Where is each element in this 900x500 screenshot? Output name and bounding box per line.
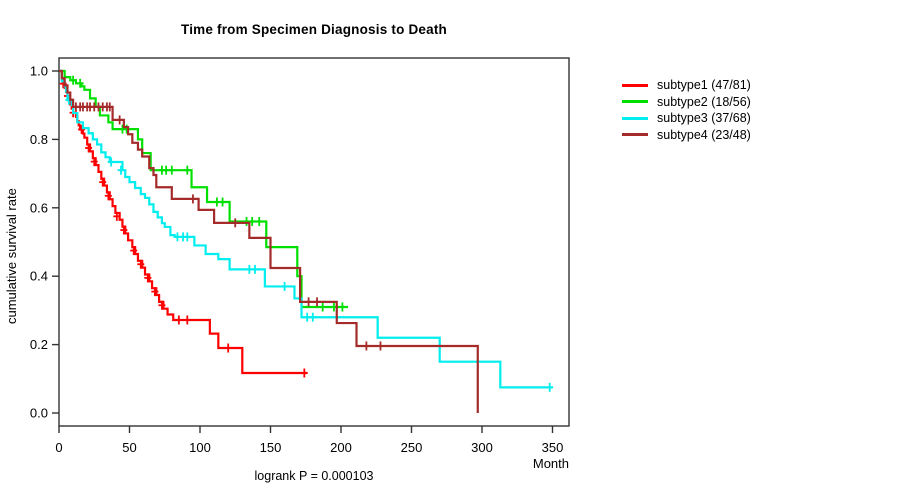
legend-item: subtype2 (18/56) (622, 94, 751, 111)
x-axis-label: Month (532, 456, 569, 471)
chart-title: Time from Specimen Diagnosis to Death (181, 22, 447, 37)
legend-color-line (622, 83, 648, 87)
svg-text:0.8: 0.8 (30, 132, 48, 147)
legend-color-line (622, 100, 648, 104)
legend-item: subtype1 (47/81) (622, 77, 751, 94)
svg-text:0.2: 0.2 (30, 337, 48, 352)
svg-text:1.0: 1.0 (30, 64, 48, 79)
svg-text:150: 150 (260, 440, 282, 455)
svg-text:0.4: 0.4 (30, 269, 48, 284)
legend-item: subtype4 (23/48) (622, 127, 751, 144)
legend-item: subtype3 (37/68) (622, 110, 751, 127)
legend-color-line (622, 133, 648, 137)
svg-text:50: 50 (122, 440, 136, 455)
legend-color-line (622, 116, 648, 120)
svg-text:0: 0 (55, 440, 62, 455)
logrank-p-value: logrank P = 0.000103 (254, 469, 374, 483)
legend-label: subtype1 (47/81) (657, 78, 751, 93)
svg-text:250: 250 (401, 440, 423, 455)
svg-text:100: 100 (189, 440, 211, 455)
svg-text:200: 200 (330, 440, 352, 455)
legend-label: subtype3 (37/68) (657, 111, 751, 126)
legend-label: subtype2 (18/56) (657, 94, 751, 109)
legend-label: subtype4 (23/48) (657, 127, 751, 142)
svg-text:0.0: 0.0 (30, 406, 48, 421)
legend: subtype1 (47/81) subtype2 (18/56) subtyp… (622, 77, 751, 143)
svg-text:300: 300 (471, 440, 493, 455)
svg-text:350: 350 (542, 440, 564, 455)
svg-text:0.6: 0.6 (30, 200, 48, 215)
y-axis-label: cumulative survival rate (4, 188, 19, 324)
